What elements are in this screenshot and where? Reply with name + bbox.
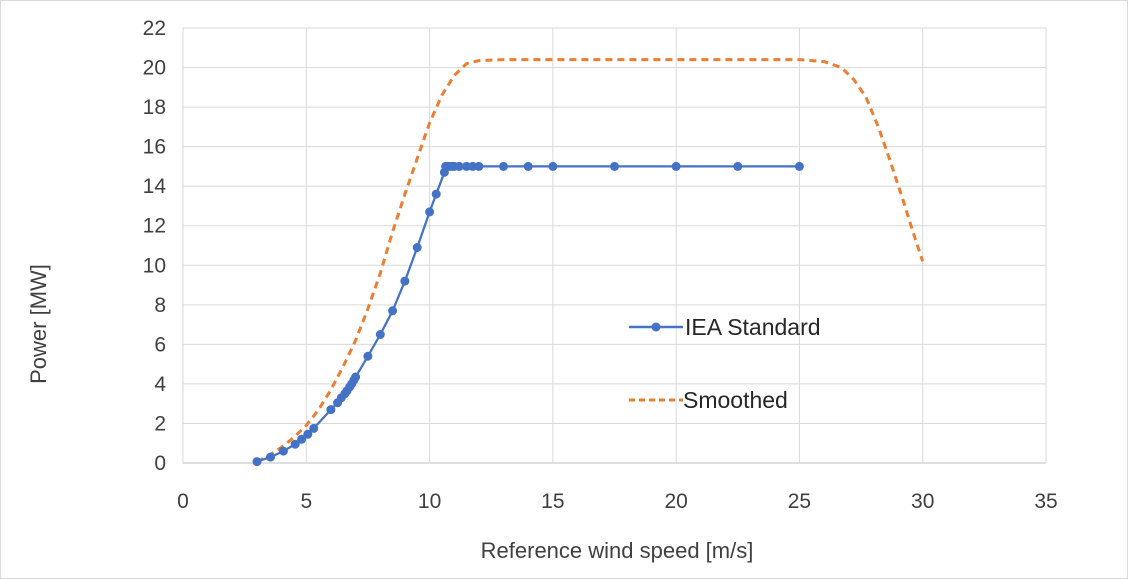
legend-label-smoothed: Smoothed [683, 387, 788, 413]
data-point-iea-standard [375, 330, 385, 339]
y-tick-label: 20 [143, 57, 166, 80]
x-tick-label: 30 [911, 490, 934, 513]
y-tick-label: 6 [154, 333, 166, 356]
data-point-iea-standard [794, 161, 804, 171]
series-layer [252, 58, 925, 467]
y-tick-label: 14 [143, 175, 167, 198]
x-axis-title: Reference wind speed [m/s] [481, 538, 754, 563]
data-point-iea-standard [278, 446, 288, 456]
data-point-iea-standard [363, 351, 373, 361]
y-tick-label: 10 [143, 254, 166, 277]
data-point-iea-standard [425, 207, 435, 217]
data-point-iea-standard [326, 405, 336, 415]
legend-label-iea-standard: IEA Standard [685, 314, 821, 340]
data-point-iea-standard [252, 457, 262, 467]
y-tick-label: 22 [143, 17, 166, 40]
y-tick-label: 0 [154, 452, 166, 475]
x-axis-ticks: 0 5 10 15 20 25 30 35 [177, 490, 1058, 513]
x-tick-label: 35 [1034, 490, 1057, 513]
data-point-iea-standard [454, 161, 464, 171]
data-point-iea-standard [412, 243, 422, 252]
y-tick-label: 16 [143, 136, 166, 159]
y-tick-label: 18 [143, 96, 166, 119]
data-point-iea-standard [733, 161, 743, 171]
x-tick-label: 10 [418, 490, 441, 513]
data-point-iea-standard [431, 189, 441, 199]
data-point-iea-standard [548, 161, 558, 171]
x-tick-label: 15 [541, 490, 564, 513]
data-point-iea-standard [266, 452, 275, 462]
x-tick-label: 25 [788, 490, 811, 513]
data-point-iea-standard [290, 439, 300, 449]
data-point-iea-standard [309, 423, 319, 433]
x-tick-label: 5 [300, 490, 312, 513]
data-point-iea-standard [388, 306, 398, 316]
x-tick-label: 20 [664, 490, 687, 513]
y-tick-label: 4 [154, 373, 166, 396]
y-axis-ticks: 0 2 4 6 8 10 12 14 16 18 20 22 [143, 17, 167, 475]
data-point-iea-standard [474, 161, 484, 171]
series-line-smoothed [256, 58, 925, 464]
legend: IEA Standard Smoothed [629, 314, 821, 413]
legend-marker-iea-standard [651, 322, 661, 332]
data-point-iea-standard [499, 161, 508, 171]
data-point-iea-standard [610, 161, 619, 171]
data-point-iea-standard [351, 372, 361, 382]
series-line-iea-standard [256, 165, 800, 463]
grid-lines [182, 27, 1047, 464]
y-tick-label: 12 [143, 215, 166, 238]
y-tick-label: 2 [154, 412, 166, 435]
data-point-iea-standard [297, 434, 307, 444]
x-tick-label: 0 [177, 490, 189, 513]
data-point-iea-standard [468, 161, 478, 171]
data-point-iea-standard [671, 161, 681, 171]
data-point-iea-standard [303, 429, 313, 439]
data-point-iea-standard [523, 161, 533, 171]
data-point-iea-standard [400, 276, 410, 286]
y-tick-label: 8 [154, 294, 166, 317]
y-axis-title: Power [MW] [26, 264, 51, 384]
